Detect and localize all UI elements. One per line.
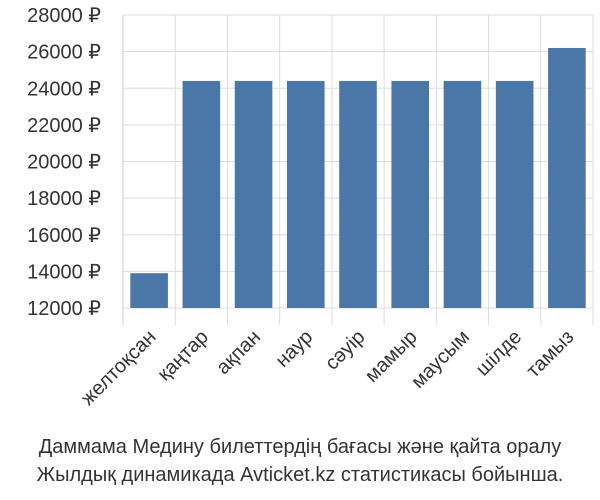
y-tick-label: 16000 ₽ bbox=[27, 225, 101, 247]
y-tick-label: 24000 ₽ bbox=[27, 78, 101, 100]
bar-2 bbox=[182, 80, 221, 308]
bar-1 bbox=[130, 273, 168, 308]
price-bar-chart: 12000 ₽ 14000 ₽ 16000 ₽ 18000 ₽ 20000 ₽ 22000… bbox=[27, 5, 594, 410]
y-tick-label: 28000 ₽ bbox=[27, 5, 101, 27]
bar-8 bbox=[495, 80, 534, 308]
y-tick-label: 18000 ₽ bbox=[27, 188, 101, 210]
x-tick-label: маусым bbox=[407, 326, 474, 393]
bars-layer bbox=[130, 47, 586, 309]
y-tick-label: 22000 ₽ bbox=[27, 115, 101, 137]
x-tick-label: желтоқсан bbox=[77, 326, 161, 410]
bar-3 bbox=[234, 80, 273, 308]
x-tick-label: ақпан bbox=[212, 326, 265, 379]
chart-caption-line-2: Жылдық динамикада Avticket.kz статистика… bbox=[36, 464, 564, 486]
y-tick-labels: 12000 ₽ 14000 ₽ 16000 ₽ 18000 ₽ 20000 ₽ 22000… bbox=[27, 5, 101, 320]
y-tick-label: 26000 ₽ bbox=[27, 42, 101, 64]
x-tick-label: шілде bbox=[472, 326, 526, 380]
bar-7 bbox=[443, 80, 482, 308]
x-tick-label: сәуір bbox=[321, 326, 370, 375]
x-tick-label: наур bbox=[271, 326, 317, 372]
x-tick-label: қаңтар bbox=[153, 326, 212, 385]
y-tick-label: 14000 ₽ bbox=[27, 261, 101, 283]
chart-caption-line-1: Даммама Медину билеттердің бағасы және қ… bbox=[38, 436, 562, 458]
bar-6 bbox=[391, 80, 430, 308]
bar-5 bbox=[339, 80, 377, 308]
y-tick-label: 20000 ₽ bbox=[27, 152, 101, 174]
bar-9 bbox=[548, 47, 586, 309]
x-tick-label: тамыз bbox=[522, 326, 578, 382]
y-tick-label: 12000 ₽ bbox=[27, 298, 101, 320]
bar-4 bbox=[286, 80, 325, 308]
